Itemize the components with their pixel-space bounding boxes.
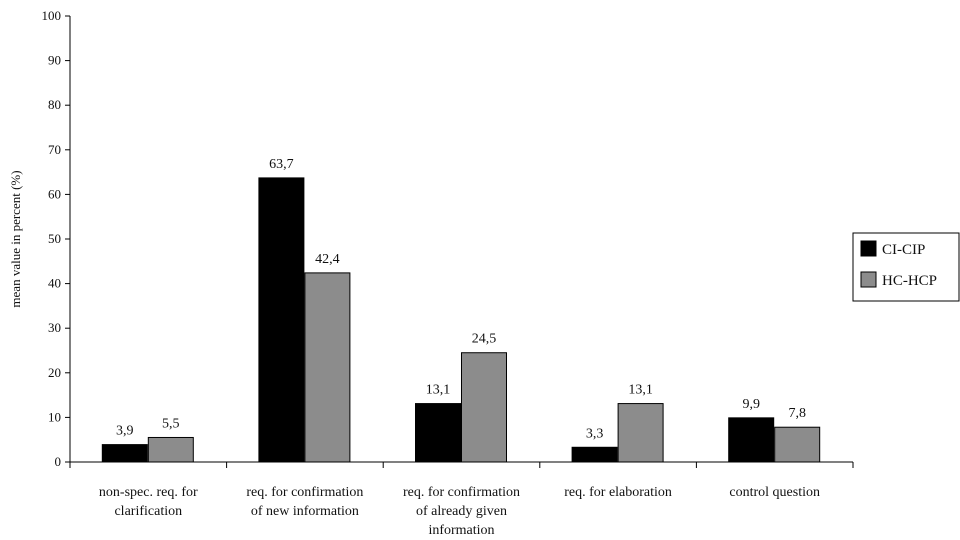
data-label: 5,5 (162, 416, 180, 431)
category-label-line: of already given (416, 504, 507, 519)
category-label: req. for confirmation of new information (246, 485, 363, 519)
y-tick-label: 50 (48, 231, 61, 246)
data-label: 3,9 (116, 424, 134, 439)
y-tick-label: 70 (48, 142, 61, 157)
category-label: req. for confirmation of already given inf… (403, 485, 520, 538)
y-tick-label: 100 (42, 8, 62, 23)
bar-hc-hcp (147, 436, 194, 463)
data-label: 3,3 (586, 426, 604, 441)
bar-hc-hcp (461, 352, 507, 463)
category-label-line: req. for confirmation (246, 485, 363, 500)
y-tick-label: 90 (48, 53, 61, 68)
legend: CI-CIP HC-HCP (852, 232, 960, 302)
legend-box (852, 232, 960, 302)
y-tick-label: 20 (48, 365, 61, 380)
category-label-line: non-spec. req. for (99, 485, 198, 500)
legend-label: HC-HCP (882, 273, 937, 289)
y-axis-label: mean value in percent (%) (8, 170, 23, 307)
y-tick-label: 10 (48, 409, 61, 424)
bar-hc-hcp (304, 272, 351, 463)
bar-ci-cip (571, 446, 618, 463)
data-label: 13,1 (426, 383, 451, 398)
bar-ci-cip (258, 177, 305, 463)
bar-ci-cip (101, 444, 148, 463)
legend-swatch (860, 240, 877, 257)
data-label: 13,1 (628, 383, 653, 398)
category-label-line: control question (729, 485, 820, 500)
category-label-line: of new information (251, 504, 359, 519)
y-tick-label: 80 (48, 97, 61, 112)
y-tick-label: 40 (48, 276, 61, 291)
data-label: 63,7 (269, 157, 294, 172)
bar-ci-cip (728, 417, 775, 463)
category-label: req. for elaboration (564, 485, 672, 500)
category-label: non-spec. req. for clarification (99, 485, 198, 519)
bar-hc-hcp (617, 403, 664, 463)
bar-ci-cip (415, 403, 461, 463)
y-axis: 0 10 20 30 40 50 60 70 80 90 100 (42, 8, 71, 469)
y-tick-label: 0 (55, 454, 62, 469)
data-label: 9,9 (742, 397, 760, 412)
x-axis: non-spec. req. for clarification req. for … (69, 461, 854, 538)
category-label-line: req. for elaboration (564, 485, 672, 500)
data-label: 7,8 (788, 406, 806, 421)
category-label: control question (729, 485, 820, 500)
data-label: 42,4 (315, 252, 340, 267)
legend-label: CI-CIP (882, 242, 925, 258)
y-tick-label: 60 (48, 186, 61, 201)
category-label-line: req. for confirmation (403, 485, 520, 500)
category-label-line: clarification (114, 504, 182, 519)
y-tick-label: 30 (48, 320, 61, 335)
data-label: 24,5 (472, 332, 497, 347)
bars: 3,9 63,7 13,1 3,3 9,9 5,5 42,4 24,5 13,1 7,8 (101, 157, 821, 463)
legend-swatch (860, 271, 877, 288)
category-label-line: information (428, 523, 494, 538)
bar-hc-hcp (774, 426, 821, 463)
